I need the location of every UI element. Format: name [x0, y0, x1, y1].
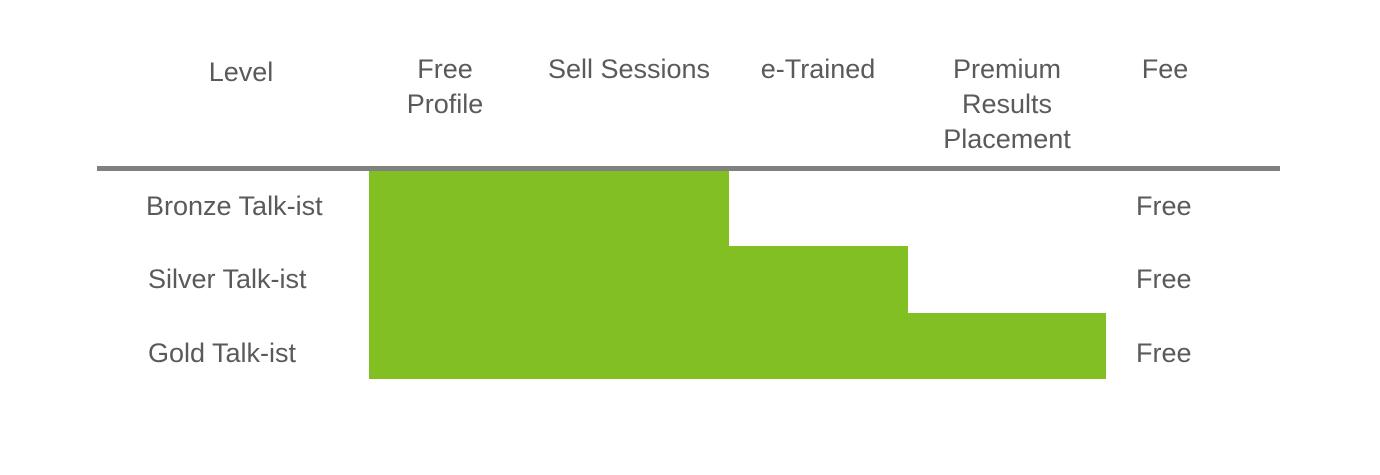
- header-level: Level: [208, 57, 274, 87]
- header-divider: [97, 166, 1280, 171]
- included-cell-gold-sell-sessions: [550, 313, 729, 379]
- level-label-silver: Silver Talk-ist: [148, 264, 307, 294]
- fee-bronze: Free: [1136, 191, 1192, 221]
- included-cell-gold-e-trained: [729, 313, 908, 379]
- level-label-bronze: Bronze Talk-ist: [146, 191, 323, 221]
- included-cell-gold-premium-placement: [908, 313, 1106, 379]
- included-cell-silver-e-trained: [729, 246, 908, 313]
- header-fee: Fee: [1141, 54, 1189, 84]
- header-sell-sessions: Sell Sessions: [547, 54, 711, 84]
- included-cell-bronze-sell-sessions: [550, 171, 729, 246]
- included-cell-silver-free-profile: [369, 246, 550, 313]
- level-label-gold: Gold Talk-ist: [148, 338, 297, 368]
- header-free-profile: Free Profile: [406, 54, 484, 119]
- header-e-trained: e-Trained: [760, 54, 876, 84]
- included-cell-bronze-free-profile: [369, 171, 550, 246]
- fee-gold: Free: [1136, 338, 1192, 368]
- included-cell-gold-free-profile: [369, 313, 550, 379]
- fee-silver: Free: [1136, 264, 1192, 294]
- header-premium-results-placement: Premium Results Placement: [943, 54, 1071, 154]
- included-cell-silver-sell-sessions: [550, 246, 729, 313]
